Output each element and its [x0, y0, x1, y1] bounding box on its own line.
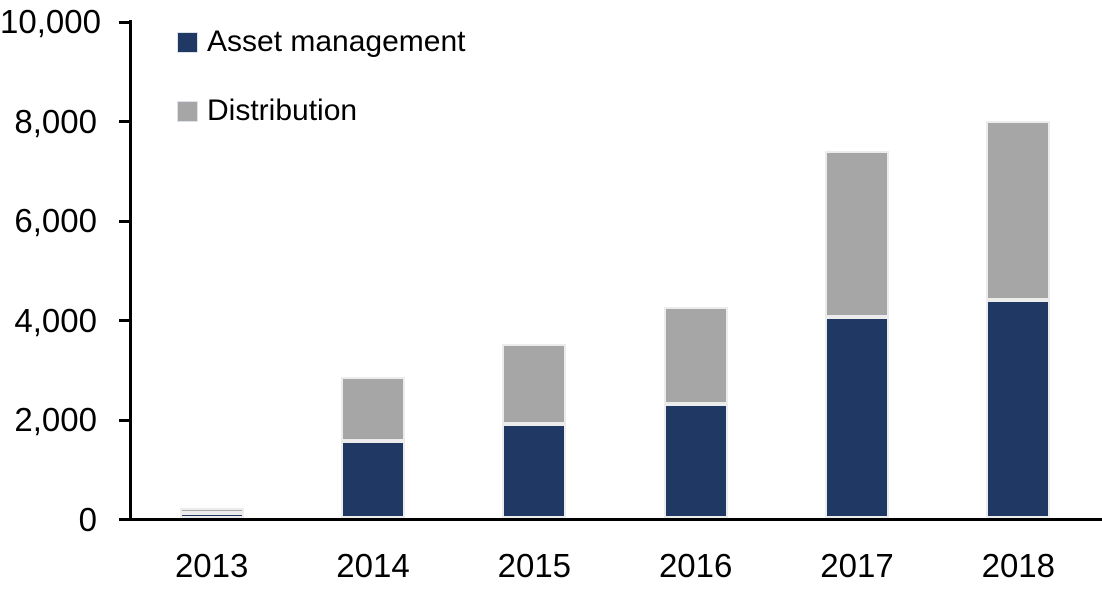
y-axis-label-2000: 2,000: [14, 401, 97, 438]
legend-label: Asset management: [207, 25, 466, 58]
bar-segment-asset-management-2013: [179, 513, 244, 518]
bar-slot-2014: [292, 22, 453, 518]
y-tick-mark: [119, 418, 130, 422]
y-axis-label-4000: 4,000: [14, 301, 97, 339]
x-axis-label-2015: 2015: [497, 547, 572, 584]
legend-item-distribution: Distribution: [177, 93, 465, 129]
stacked-bar-2015: [502, 344, 567, 518]
y-axis-label-10000: 10,000: [0, 3, 101, 40]
bar-segment-asset-management-2016: [663, 403, 728, 518]
y-tick-mark: [119, 120, 130, 123]
y-axis-label-8000: 8,000: [14, 102, 97, 140]
stacked-bar-2013: [179, 508, 244, 518]
y-tick-mark: [119, 219, 130, 223]
x-axis-label-2013: 2013: [174, 547, 249, 584]
x-axis-label-2016: 2016: [658, 547, 733, 584]
legend-item-asset-management: Asset management: [177, 24, 466, 60]
stacked-bar-2018: [986, 121, 1051, 518]
y-axis-label-0: 0: [78, 500, 97, 538]
distribution-swatch-icon: [177, 100, 198, 122]
legend: Asset management Distribution: [177, 24, 466, 129]
bar-segment-distribution-2017: [824, 150, 889, 318]
bar-slot-2018: [938, 22, 1099, 518]
x-axis-label-2017: 2017: [820, 547, 894, 584]
y-axis-label-6000: 6,000: [14, 202, 97, 239]
bar-segment-distribution-2015: [502, 344, 567, 424]
stacked-bar-2014: [340, 376, 405, 518]
legend-label: Distribution: [207, 94, 358, 127]
bar-segment-asset-management-2017: [824, 317, 889, 518]
bar-segment-distribution-2016: [663, 307, 728, 404]
y-axis-line: [129, 20, 132, 521]
x-axis-labels: 2013 2014 2015 2016 2017 2018: [131, 548, 1099, 584]
y-tick-mark: [119, 20, 130, 24]
bar-segment-asset-management-2015: [502, 423, 567, 518]
bar-slot-2013: [131, 22, 292, 518]
bar-slot-2016: [615, 22, 776, 518]
bar-segment-distribution-2014: [340, 376, 405, 442]
bar-slot-2017: [776, 22, 937, 518]
x-axis-label-2018: 2018: [981, 547, 1056, 584]
bar-segment-asset-management-2018: [986, 299, 1051, 518]
bar-segment-distribution-2013: [179, 508, 244, 513]
stacked-bar-2016: [663, 307, 728, 518]
y-tick-mark: [119, 319, 130, 322]
stacked-bar-2017: [824, 150, 889, 518]
plot-area: [131, 22, 1099, 518]
x-axis-label-2014: 2014: [336, 547, 410, 584]
asset-management-swatch-icon: [177, 31, 198, 53]
bar-slot-2015: [454, 22, 615, 518]
bar-segment-asset-management-2014: [340, 441, 405, 518]
x-axis-line: [119, 518, 1102, 521]
bar-segment-distribution-2018: [986, 121, 1051, 300]
